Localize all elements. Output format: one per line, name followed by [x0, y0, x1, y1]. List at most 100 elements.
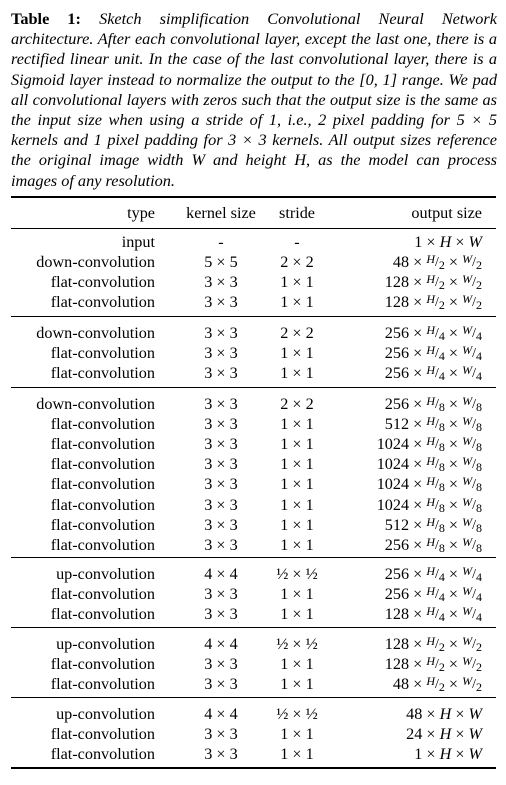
- row-kernel-size: 3 × 3: [204, 535, 238, 554]
- output-channels: 24: [406, 725, 423, 744]
- row-stride: 1 × 1: [280, 415, 314, 434]
- row-output-size: 512 × H/8 × W/8: [384, 414, 482, 435]
- output-channels: 1024: [376, 495, 410, 514]
- width-fraction: W/8: [462, 534, 482, 555]
- row-type: flat-convolution: [50, 455, 155, 474]
- header-output-size: output size: [411, 204, 482, 222]
- row-kernel-size: 3 × 3: [204, 745, 238, 764]
- row-output-size: 48 × H × W: [406, 705, 482, 723]
- height-fraction: H/2: [426, 674, 445, 695]
- row-stride: ½ × ½: [276, 565, 318, 583]
- row-type: flat-convolution: [50, 675, 155, 694]
- row-type: input: [121, 233, 155, 251]
- row-stride: 2 × 2: [280, 324, 314, 342]
- row-output-size: 1024 × H/8 × W/8: [376, 474, 482, 495]
- output-channels: 128: [384, 605, 410, 624]
- row-kernel-size: 3 × 3: [204, 415, 238, 434]
- height-fraction: H/2: [426, 252, 445, 273]
- row-type: flat-convolution: [50, 415, 155, 434]
- row-type: down-convolution: [36, 395, 155, 413]
- table-rule: [11, 387, 496, 388]
- row-output-size: 1024 × H/8 × W/8: [376, 434, 482, 455]
- row-type: flat-convolution: [50, 605, 155, 624]
- output-channels: 1024: [376, 435, 410, 454]
- row-kernel-size: 3 × 3: [204, 344, 238, 363]
- row-type: flat-convolution: [50, 725, 155, 744]
- width-fraction: W/4: [462, 323, 482, 343]
- row-type: flat-convolution: [50, 475, 155, 494]
- output-channels: 128: [384, 273, 410, 292]
- row-kernel-size: 3 × 3: [204, 395, 238, 413]
- height-fraction: H/2: [426, 654, 445, 675]
- row-stride: 1 × 1: [280, 725, 314, 744]
- width-fraction: W/2: [462, 634, 482, 654]
- width-fraction: W/4: [462, 584, 482, 605]
- table-rule: [11, 557, 496, 558]
- row-type: flat-convolution: [50, 495, 155, 514]
- row-kernel-size: 3 × 3: [204, 725, 238, 744]
- output-channels: 1024: [376, 475, 410, 494]
- row-kernel-size: 3 × 3: [204, 293, 238, 312]
- height-fraction: H/8: [426, 414, 445, 435]
- row-type: flat-convolution: [50, 535, 155, 554]
- row-output-size: 48 × H/2 × W/2: [392, 674, 482, 695]
- width-fraction: W/4: [462, 604, 482, 625]
- height-fraction: H/8: [426, 394, 445, 414]
- header-kernel-size: kernel size: [186, 204, 256, 222]
- height-fraction: H/8: [426, 434, 445, 455]
- width-fraction: W/8: [462, 394, 482, 414]
- row-output-size: 128 × H/2 × W/2: [384, 654, 482, 675]
- output-channels: 256: [384, 395, 410, 413]
- width-fraction: W/8: [462, 414, 482, 435]
- row-output-size: 256 × H/4 × W/4: [384, 363, 482, 384]
- row-type: down-convolution: [36, 324, 155, 342]
- width-fraction: W/2: [462, 252, 482, 273]
- output-channels: 512: [384, 415, 410, 434]
- output-channels: 256: [384, 535, 410, 554]
- row-type: down-convolution: [36, 253, 155, 272]
- row-output-size: 128 × H/2 × W/2: [384, 634, 482, 654]
- row-type: flat-convolution: [50, 655, 155, 674]
- caption-label: Table 1:: [11, 9, 81, 28]
- table-rule: [11, 228, 496, 229]
- output-channels: 256: [384, 344, 410, 363]
- row-output-size: 1 × H × W: [414, 745, 482, 764]
- width-fraction: W/8: [462, 454, 482, 475]
- width-fraction: W/2: [462, 272, 482, 293]
- row-kernel-size: 5 × 5: [204, 253, 238, 272]
- row-stride: 1 × 1: [280, 435, 314, 454]
- row-type: flat-convolution: [50, 293, 155, 312]
- height-fraction: H/2: [426, 272, 445, 293]
- row-stride: 1 × 1: [280, 655, 314, 674]
- row-kernel-size: 3 × 3: [204, 585, 238, 604]
- row-output-size: 128 × H/2 × W/2: [384, 272, 482, 293]
- row-kernel-size: 3 × 3: [204, 324, 238, 342]
- row-stride: 2 × 2: [280, 253, 314, 272]
- width-fraction: W/4: [462, 363, 482, 384]
- output-channels: 256: [384, 324, 410, 342]
- row-output-size: 256 × H/4 × W/4: [384, 584, 482, 605]
- width-fraction: W/8: [462, 514, 482, 535]
- height-fraction: H/4: [426, 323, 445, 343]
- output-channels: 128: [384, 293, 410, 312]
- row-type: flat-convolution: [50, 344, 155, 363]
- row-type: up-convolution: [56, 565, 155, 583]
- row-output-size: 256 × H/4 × W/4: [384, 343, 482, 364]
- width-fraction: W/8: [462, 494, 482, 515]
- width-fraction: W/2: [462, 654, 482, 675]
- row-stride: 1 × 1: [280, 515, 314, 534]
- output-channels: 128: [384, 635, 410, 653]
- table-rule: [11, 316, 496, 317]
- row-output-size: 256 × H/8 × W/8: [384, 534, 482, 555]
- row-type: flat-convolution: [50, 435, 155, 454]
- output-channels: 256: [384, 364, 410, 383]
- row-stride: 1 × 1: [280, 475, 314, 494]
- output-channels: 512: [384, 515, 410, 534]
- height-fraction: H/8: [426, 494, 445, 515]
- row-output-size: 256 × H/4 × W/4: [384, 564, 482, 584]
- row-output-size: 128 × H/4 × W/4: [384, 604, 482, 625]
- row-type: flat-convolution: [50, 515, 155, 534]
- row-stride: 1 × 1: [280, 273, 314, 292]
- header-type: type: [127, 204, 155, 222]
- row-output-size: 1 × H × W: [414, 233, 482, 251]
